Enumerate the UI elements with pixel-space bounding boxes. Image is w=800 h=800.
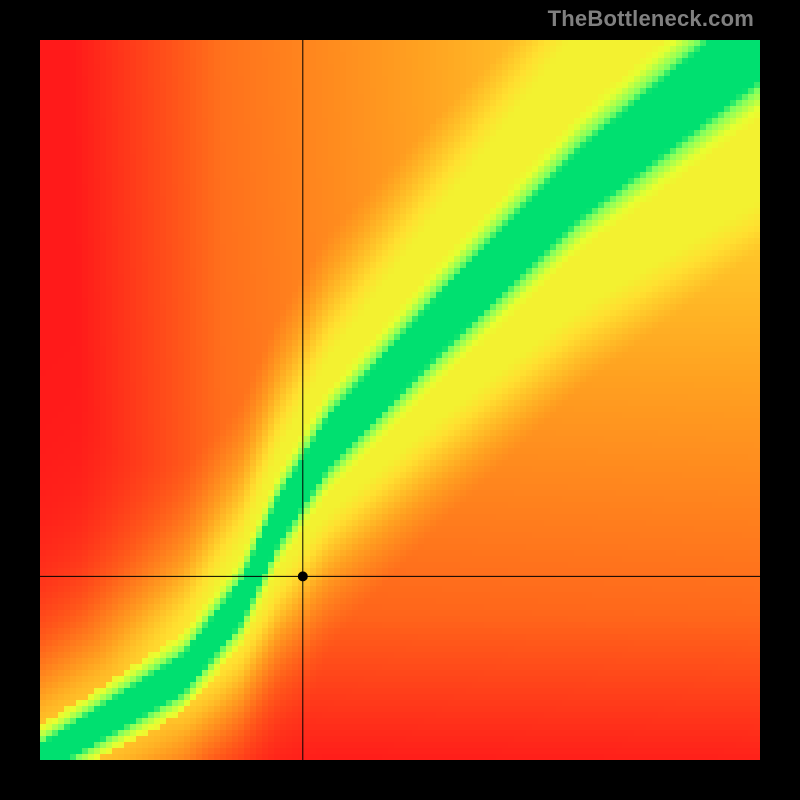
plot-area xyxy=(40,40,760,760)
figure-root: TheBottleneck.com xyxy=(0,0,800,800)
watermark-text: TheBottleneck.com xyxy=(548,6,754,32)
heatmap-canvas xyxy=(40,40,760,760)
